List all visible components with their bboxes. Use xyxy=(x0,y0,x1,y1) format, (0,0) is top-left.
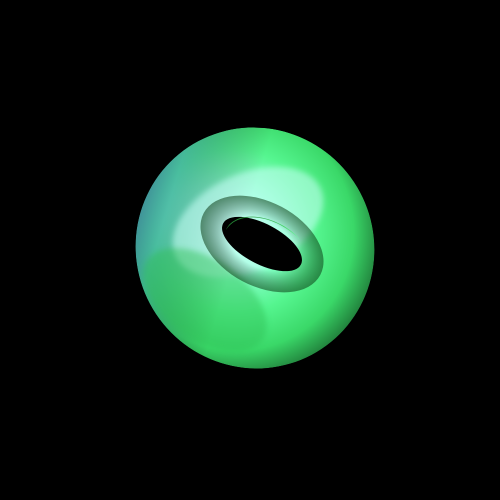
torus-hole xyxy=(228,222,296,270)
